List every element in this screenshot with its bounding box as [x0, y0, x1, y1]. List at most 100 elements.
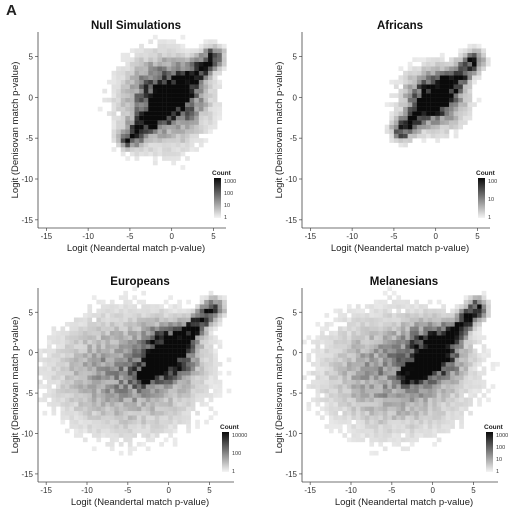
density-cell: [148, 142, 154, 148]
density-cell: [389, 138, 395, 143]
density-cell: [208, 366, 214, 372]
density-cell: [453, 70, 459, 76]
density-cell: [337, 419, 343, 425]
density-cell: [171, 39, 177, 45]
density-cell: [73, 419, 79, 425]
density-cell: [450, 401, 455, 407]
density-cell: [342, 317, 348, 323]
density-cell: [418, 388, 424, 394]
density-cell: [378, 339, 384, 345]
density-cell: [78, 326, 84, 332]
density-cell: [132, 433, 138, 438]
x-tick-label: -10: [346, 232, 358, 241]
density-cell: [360, 388, 366, 394]
density-cell: [172, 388, 178, 394]
density-cell: [418, 321, 424, 327]
density-cell: [199, 384, 205, 389]
density-cell: [136, 401, 142, 407]
density-cell: [132, 326, 138, 332]
x-tick-label: -15: [41, 232, 53, 241]
density-cell: [125, 138, 131, 143]
density-cell: [105, 406, 111, 412]
density-cell: [109, 446, 115, 452]
density-cell: [171, 142, 177, 148]
density-cell: [351, 335, 357, 340]
density-cell: [441, 428, 446, 434]
density-cell: [430, 88, 436, 94]
density-cell: [100, 401, 106, 407]
density-cell: [152, 111, 158, 116]
density-cell: [143, 142, 149, 148]
density-cell: [120, 79, 126, 85]
density-cell: [195, 397, 200, 403]
density-cell: [91, 419, 97, 425]
density-cell: [175, 111, 181, 116]
density-cell: [190, 361, 196, 367]
density-cell: [136, 406, 142, 412]
density-cell: [396, 330, 402, 336]
density-cell: [159, 415, 164, 420]
density-cell: [400, 361, 406, 367]
density-cell: [186, 339, 191, 345]
density-cell: [481, 313, 487, 318]
density-cell: [129, 124, 135, 130]
density-cell: [195, 388, 200, 394]
density-cell: [181, 348, 187, 354]
density-cell: [445, 406, 451, 412]
density-cell: [134, 156, 140, 161]
density-cell: [459, 401, 464, 407]
density-cell: [208, 304, 214, 309]
density-cell: [427, 419, 433, 425]
density-cell: [177, 348, 182, 354]
density-cell: [145, 393, 151, 398]
density-cell: [185, 66, 190, 71]
density-cell: [212, 52, 218, 58]
density-cell: [152, 61, 158, 67]
density-cell: [125, 70, 131, 76]
density-cell: [373, 299, 379, 305]
density-cell: [441, 375, 446, 380]
density-cell: [391, 357, 397, 363]
y-tick-label: 5: [29, 53, 34, 62]
density-cell: [114, 335, 120, 340]
density-cell: [154, 379, 160, 385]
density-cell: [398, 75, 404, 80]
density-cell: [468, 313, 473, 318]
density-cell: [468, 366, 473, 372]
density-cell: [412, 111, 418, 116]
density-cell: [134, 111, 140, 116]
density-cell: [459, 353, 464, 358]
density-cell: [373, 424, 379, 429]
density-cell: [342, 379, 348, 385]
density-cell: [180, 66, 186, 71]
density-cell: [204, 375, 209, 380]
density-cell: [114, 428, 120, 434]
density-cell: [154, 317, 160, 323]
density-cell: [175, 147, 181, 152]
density-cell: [203, 111, 209, 116]
density-cell: [212, 88, 218, 94]
density-cell: [439, 93, 445, 98]
density-cell: [459, 361, 464, 367]
density-cell: [60, 375, 66, 380]
density-cell: [127, 299, 133, 305]
density-cell: [195, 361, 200, 367]
density-cell: [208, 102, 213, 107]
density-cell: [189, 93, 195, 98]
density-cell: [378, 370, 384, 376]
density-cell: [157, 84, 163, 89]
density-cell: [120, 84, 126, 89]
density-cell: [453, 102, 459, 107]
density-cell: [360, 313, 366, 318]
density-cell: [109, 353, 115, 358]
density-cell: [150, 335, 155, 340]
density-cell: [55, 397, 61, 403]
density-cell: [378, 353, 384, 358]
density-cell: [414, 406, 419, 412]
density-cell: [145, 326, 151, 332]
density-cell: [355, 344, 361, 349]
density-cell: [407, 106, 413, 112]
density-cell: [337, 366, 343, 372]
density-cell: [78, 384, 84, 389]
density-cell: [175, 61, 181, 67]
